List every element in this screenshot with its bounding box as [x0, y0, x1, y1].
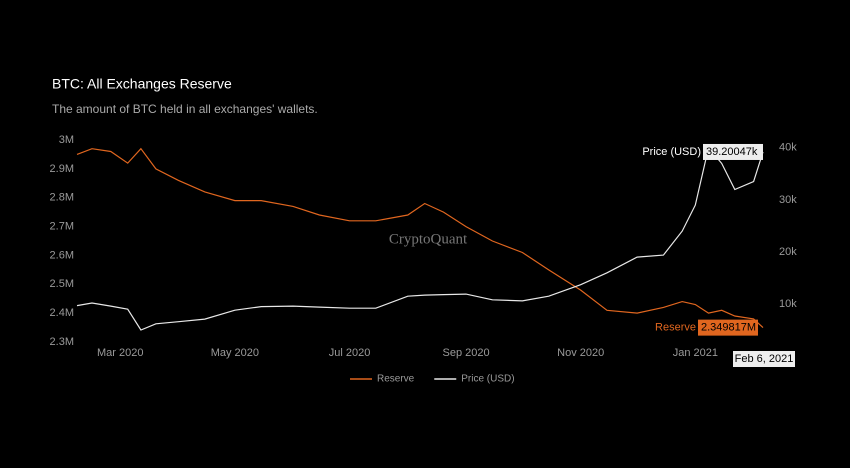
x-tick-label: Nov 2020: [557, 347, 604, 359]
chart-subtitle: The amount of BTC held in all exchanges'…: [52, 102, 318, 116]
x-tick-label: Sep 2020: [442, 347, 489, 359]
y-tick-label: 2.9M: [50, 163, 74, 175]
hover-series-name: Reserve: [655, 322, 696, 334]
y-tick-label: 2.3M: [50, 336, 74, 348]
y-tick-label: 3M: [59, 134, 74, 146]
y-tick-label: 2.7M: [50, 220, 74, 232]
line-0: [76, 147, 764, 329]
x-tick-label: May 2020: [211, 347, 259, 359]
y2-tick-label: 30k: [779, 194, 797, 206]
hover-value-label: 39.20047k: [706, 146, 758, 158]
y2-tick-label: 10k: [779, 298, 797, 310]
hover-value-label: 2.349817M: [701, 322, 756, 334]
legend-label: Price (USD): [461, 374, 514, 385]
x-tick-label: Mar 2020: [97, 347, 143, 359]
y-tick-label: 2.5M: [50, 278, 74, 290]
hover-box: [698, 319, 758, 336]
chart-title: BTC: All Exchanges Reserve: [52, 76, 232, 92]
y-tick-label: 2.4M: [50, 307, 74, 319]
watermark: CryptoQuant: [389, 231, 468, 247]
hover-series-name: Price (USD): [642, 146, 701, 158]
x-tick-label: Jul 2020: [329, 347, 371, 359]
x-tick-label: Jan 2021: [673, 347, 718, 359]
hover-x-box: [733, 351, 795, 367]
line-1: [76, 146, 764, 331]
legend-label: Reserve: [377, 374, 415, 385]
y-tick-label: 2.6M: [50, 249, 74, 261]
y-tick-label: 2.8M: [50, 192, 74, 204]
y2-tick-label: 40k: [779, 142, 797, 154]
hover-box: [703, 143, 763, 160]
hover-x-label: Feb 6, 2021: [735, 353, 794, 365]
y2-tick-label: 20k: [779, 246, 797, 258]
